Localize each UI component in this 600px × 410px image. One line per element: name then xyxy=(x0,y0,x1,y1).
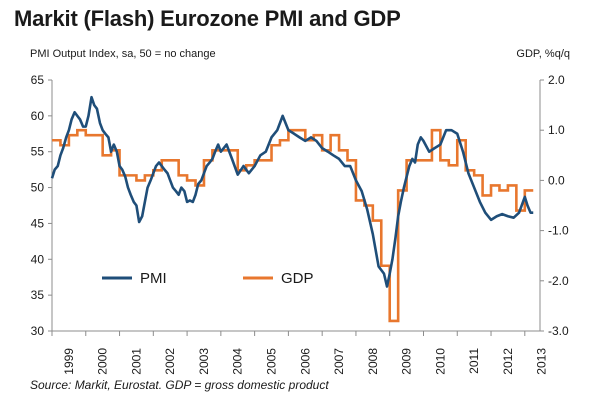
right-tick-label: 0.0 xyxy=(548,173,565,187)
right-tick-label: -2.0 xyxy=(548,274,569,288)
left-tick-label: 35 xyxy=(31,288,45,302)
left-tick-label: 50 xyxy=(31,181,45,195)
source-note: Source: Markit, Eurostat. GDP = gross do… xyxy=(30,378,329,392)
x-tick-label: 2011 xyxy=(467,348,481,374)
right-tick-label: -3.0 xyxy=(548,324,569,338)
x-tick-label: 2001 xyxy=(129,348,143,375)
x-tick-label: 2005 xyxy=(265,348,279,375)
x-tick-label: 2007 xyxy=(332,348,346,375)
right-axis-label: GDP, %q/q xyxy=(516,48,570,60)
series-line-gdp xyxy=(52,128,534,323)
legend-pmi-label: PMI xyxy=(140,270,167,287)
series-line-pmi xyxy=(50,95,534,288)
x-tick-label: 1999 xyxy=(62,348,76,375)
x-tick-label: 2004 xyxy=(231,348,245,375)
x-tick-label: 2003 xyxy=(197,348,211,375)
left-tick-label: 45 xyxy=(31,216,45,230)
right-tick-label: -1.0 xyxy=(548,224,569,238)
left-tick-label: 55 xyxy=(31,145,45,159)
x-tick-label: 2002 xyxy=(163,348,177,375)
left-tick-label: 30 xyxy=(31,324,45,338)
x-tick-label: 2012 xyxy=(501,348,515,375)
x-tick-label: 2006 xyxy=(298,348,312,375)
left-tick-label: 65 xyxy=(31,73,45,87)
x-tick-label: 2013 xyxy=(535,348,549,375)
right-tick-label: 2.0 xyxy=(548,73,565,87)
legend-gdp-label: GDP xyxy=(281,270,314,287)
x-tick-label: 2010 xyxy=(433,348,447,375)
x-tick-label: 2000 xyxy=(96,348,110,375)
x-tick-label: 2009 xyxy=(400,348,414,375)
left-tick-label: 40 xyxy=(31,252,45,266)
chart-title: Markit (Flash) Eurozone PMI and GDP xyxy=(14,6,401,31)
left-tick-label: 60 xyxy=(31,109,45,123)
x-tick-label: 2008 xyxy=(366,348,380,375)
right-tick-label: 1.0 xyxy=(548,123,565,137)
left-axis-label: PMI Output Index, sa, 50 = no change xyxy=(30,48,216,60)
